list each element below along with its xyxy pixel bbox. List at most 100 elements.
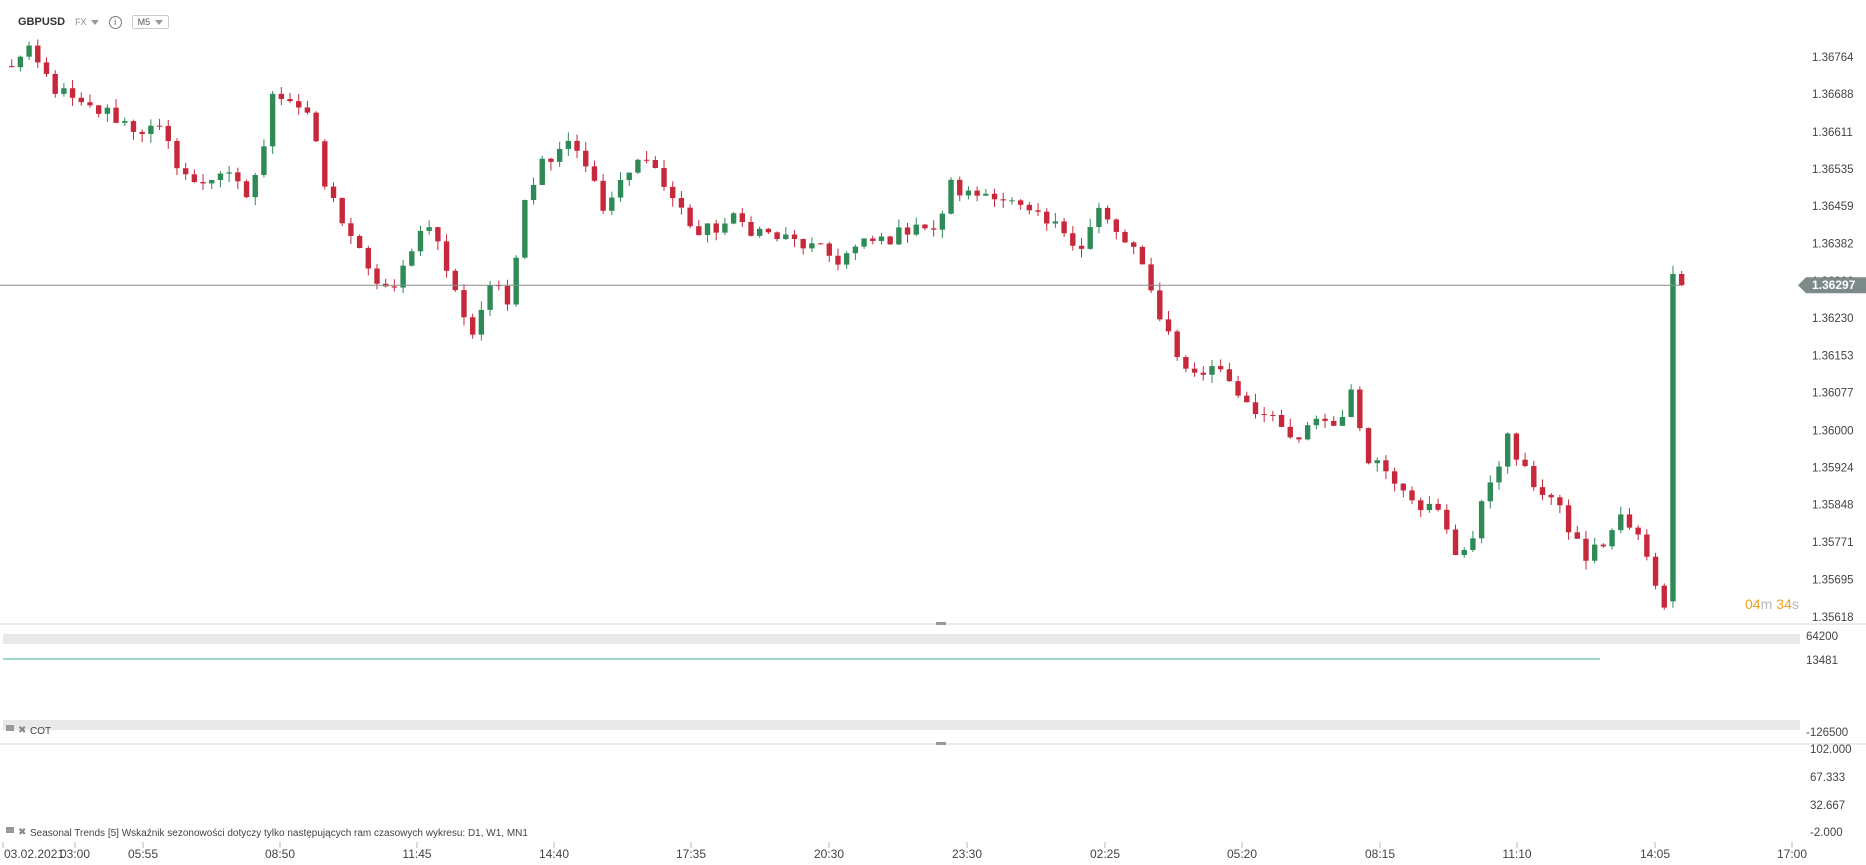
candle xyxy=(548,157,554,171)
candle-body xyxy=(313,112,319,142)
candle xyxy=(1678,271,1685,287)
price-axis-tick: 1.35695 xyxy=(1812,574,1854,586)
info-icon[interactable]: i xyxy=(108,15,122,29)
candle-body xyxy=(1139,246,1146,265)
candle-body xyxy=(52,73,58,94)
seasonal-panel-controls[interactable]: ✖ xyxy=(6,827,26,838)
candle-body xyxy=(1522,459,1528,467)
candle xyxy=(165,120,171,149)
symbol-label[interactable]: GBPUSD xyxy=(18,16,66,28)
candle xyxy=(878,232,885,245)
candle-body xyxy=(1452,529,1459,555)
candle xyxy=(522,199,528,260)
candle xyxy=(1226,362,1233,383)
candle xyxy=(1209,359,1215,383)
candle-body xyxy=(1113,219,1119,232)
candle xyxy=(583,142,589,173)
candle xyxy=(600,173,606,214)
resize-handle[interactable] xyxy=(936,742,946,745)
candle xyxy=(226,165,232,182)
candle xyxy=(156,118,163,131)
candle-body xyxy=(1052,221,1059,224)
candle xyxy=(296,93,302,115)
candle-body xyxy=(939,213,946,230)
candle xyxy=(269,91,276,154)
candle xyxy=(1565,499,1572,540)
candle-body xyxy=(113,107,119,123)
candle-body xyxy=(530,184,537,201)
close-icon: ✖ xyxy=(18,725,26,736)
candle xyxy=(330,182,337,203)
candles-layer xyxy=(9,39,1685,610)
seasonal-panel: 102.000 67.333 32.667 -2.000 ✖ Seasonal … xyxy=(6,744,1852,839)
candle xyxy=(69,80,76,106)
candle-body xyxy=(670,186,676,199)
candle-body xyxy=(191,174,198,183)
candle xyxy=(765,228,772,234)
candle-body xyxy=(209,180,215,184)
chevron-down-icon xyxy=(155,19,164,25)
candle xyxy=(235,167,241,190)
candle-body xyxy=(1574,532,1580,539)
candle xyxy=(513,255,519,307)
candle-body xyxy=(1200,372,1206,375)
candle-body xyxy=(1104,207,1111,220)
candle xyxy=(339,197,345,227)
candle xyxy=(400,260,406,294)
candle xyxy=(61,83,67,97)
market-selector[interactable]: FX xyxy=(75,17,99,27)
candle-body xyxy=(1157,290,1163,320)
candle xyxy=(843,251,850,269)
candle xyxy=(1400,483,1407,498)
candle-body xyxy=(1591,544,1598,561)
candle-body xyxy=(922,224,928,229)
candle xyxy=(1139,245,1146,265)
candle xyxy=(348,217,354,244)
candle xyxy=(1009,197,1015,205)
candle xyxy=(626,172,632,186)
candle-body xyxy=(809,243,815,249)
candle-body xyxy=(287,99,293,102)
candle-body xyxy=(1252,402,1259,415)
candle xyxy=(687,204,693,229)
cot-panel-controls[interactable]: ✖ xyxy=(6,725,26,736)
candle xyxy=(1339,409,1346,426)
candle-body xyxy=(1505,433,1511,467)
candle-body xyxy=(1000,199,1006,201)
candle xyxy=(852,244,859,261)
candle xyxy=(1278,409,1285,428)
candle-body xyxy=(1235,381,1241,396)
candle xyxy=(191,169,198,183)
candle xyxy=(870,235,876,245)
candle xyxy=(1626,508,1633,530)
price-axis-tick: 1.36764 xyxy=(1812,52,1854,64)
candle-body xyxy=(1661,585,1667,608)
seasonal-tick: 102.000 xyxy=(1810,744,1852,756)
candle xyxy=(565,132,572,156)
candle-body xyxy=(1226,369,1233,382)
candle xyxy=(1452,524,1459,556)
candle xyxy=(209,179,215,190)
price-axis-tick: 1.36459 xyxy=(1812,201,1854,213)
price-axis-tick: 1.36382 xyxy=(1812,239,1854,251)
candle xyxy=(1017,199,1024,210)
resize-handle[interactable] xyxy=(936,622,946,625)
candle xyxy=(974,186,980,202)
candle xyxy=(243,179,250,199)
candle-body xyxy=(1435,503,1441,510)
candle-body xyxy=(1261,414,1267,416)
candle xyxy=(1052,212,1059,228)
cot-band-bottom xyxy=(3,720,1800,730)
candle xyxy=(1461,547,1467,558)
timeframe-selector[interactable]: M5 xyxy=(131,15,170,29)
candle xyxy=(113,99,119,124)
time-axis-label: 20:30 xyxy=(814,847,844,861)
candle-body xyxy=(87,102,93,106)
candle-body xyxy=(1070,233,1076,246)
candle-body xyxy=(400,265,406,288)
candle xyxy=(1391,467,1398,492)
candle-body xyxy=(339,197,345,224)
time-axis-label: 02:25 xyxy=(1090,847,1120,861)
